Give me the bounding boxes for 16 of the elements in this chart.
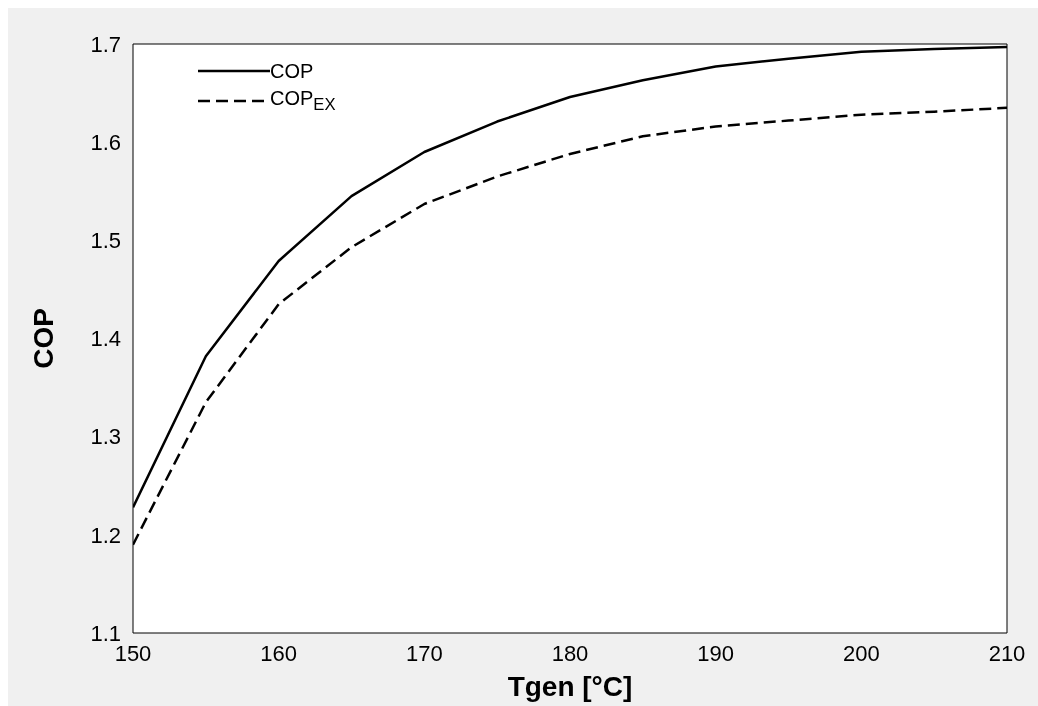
x-tick-label: 210	[988, 640, 1026, 666]
y-tick-label: 1.4	[90, 326, 121, 352]
y-tick-label: 1.3	[90, 424, 121, 450]
x-tick-label: 160	[260, 640, 298, 666]
legend-label: COP$_{EX}$	[270, 87, 336, 115]
y-tick-label: 1.6	[90, 129, 121, 155]
y-axis-title: COP	[27, 308, 59, 369]
x-tick-label: 190	[697, 640, 735, 666]
x-tick-label: 180	[551, 640, 589, 666]
y-tick-label: 1.7	[90, 31, 121, 57]
x-tick-label: 170	[405, 640, 443, 666]
y-tick-label: 1.2	[90, 522, 121, 548]
x-axis-title: Tgen [°C]	[507, 671, 633, 702]
legend-label: COP	[270, 59, 314, 83]
x-tick-label: 200	[842, 640, 880, 666]
y-tick-label: 1.5	[90, 228, 121, 254]
